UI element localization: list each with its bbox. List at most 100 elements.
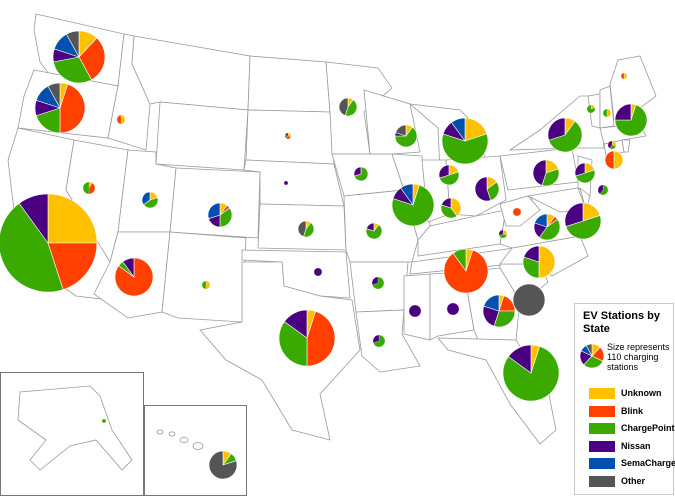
state-nm [161, 231, 247, 323]
pie-sc [512, 283, 546, 317]
pie-va [533, 213, 561, 241]
state-tx [199, 261, 361, 441]
pie-ar-chargepoint [372, 276, 385, 290]
pie-il-semacharge [400, 183, 414, 206]
pie-de-chargepoint [599, 184, 609, 196]
pie-ky-chargepoint [440, 204, 458, 219]
legend-title: EV Stations by State [583, 310, 661, 335]
pie-ak [101, 418, 107, 424]
pie-md-nissan [564, 202, 584, 227]
pie-ne [283, 180, 289, 186]
pie-mt-blink [116, 115, 122, 125]
legend-swatch [589, 458, 615, 469]
pie-ak-chargepoint [101, 418, 107, 424]
pie-ks-other [297, 220, 307, 237]
pie-hi-other [208, 450, 238, 480]
pie-oh-nissan [474, 176, 492, 202]
pie-md [564, 202, 602, 240]
pie-la-chargepoint [373, 334, 386, 348]
state-boundaries [7, 13, 657, 471]
hawaii-island-4 [192, 442, 204, 450]
pie-ky [440, 197, 462, 219]
pie-dc [498, 229, 508, 239]
pie-ca-chargepoint [0, 202, 64, 293]
pie-wv [512, 207, 522, 217]
pie-la-nissan [372, 334, 380, 343]
pie-ma-nissan [614, 103, 632, 121]
hawaii-island-2 [168, 431, 176, 437]
state-ri [621, 139, 631, 153]
pie-co [207, 202, 233, 228]
legend-label: Other [621, 475, 646, 486]
state-wy [155, 101, 249, 171]
legend-swatch [589, 423, 615, 434]
pie-az-nissan [122, 257, 135, 278]
state-mn [325, 61, 393, 155]
pie-mn [338, 97, 358, 117]
pie-tx-blink [306, 310, 336, 367]
pie-ia [353, 166, 369, 182]
pie-co-chargepoint [219, 207, 233, 228]
pie-or-blink [59, 83, 86, 134]
pie-az [114, 257, 154, 297]
pie-ok-nissan [313, 267, 323, 277]
pie-me [620, 72, 628, 80]
pie-nj-nissan [574, 162, 586, 177]
pie-ca-nissan [18, 193, 49, 244]
pie-nh-chargepoint [602, 108, 608, 118]
pie-ri-blink [604, 150, 615, 170]
pie-ny-nissan [547, 117, 566, 141]
state-ak [17, 385, 133, 471]
pie-ky-unknown [450, 197, 462, 217]
pie-wv-blink [512, 207, 522, 217]
pie-wa-other [66, 30, 80, 58]
pie-mn-other [338, 97, 349, 116]
pie-tn-chargepoint [452, 248, 467, 272]
pie-nv-chargepoint [82, 181, 90, 195]
pie-wa-chargepoint [53, 56, 92, 84]
pie-ct [607, 140, 617, 150]
pie-mi-semacharge [451, 117, 466, 142]
pie-al-nissan [446, 302, 460, 316]
pie-vt-chargepoint [586, 104, 596, 114]
pie-sd [284, 132, 292, 140]
pie-mi [441, 117, 489, 165]
pie-ct-nissan [607, 140, 613, 149]
pie-ia-nissan [353, 166, 362, 177]
pie-nh [602, 108, 612, 118]
pie-va-semacharge [534, 213, 548, 228]
pie-wi-other [395, 124, 407, 137]
pie-wi-chargepoint [394, 126, 418, 148]
pie-de [597, 184, 609, 196]
pie-me-blink [620, 72, 625, 80]
pie-la [372, 334, 386, 348]
state-me [609, 55, 657, 121]
pie-mo-chargepoint [365, 224, 383, 240]
pie-ga [482, 294, 516, 328]
state-mt [131, 35, 251, 111]
pie-wi [394, 124, 418, 148]
pie-mt [116, 115, 126, 125]
pie-nc-nissan [523, 245, 540, 263]
pie-nm [201, 280, 211, 290]
pie-ut-semacharge [141, 191, 151, 206]
pie-ar-nissan [371, 276, 379, 285]
pie-sd-nissan [285, 132, 289, 137]
pie-dc-nissan [498, 229, 504, 236]
hawaii-island-3 [179, 436, 189, 444]
pie-mn-chargepoint [344, 99, 358, 117]
pie-sc-other [512, 283, 546, 317]
pie-fl-chargepoint [502, 345, 560, 402]
pie-tx-nissan [283, 309, 308, 339]
pie-or [34, 82, 86, 134]
state-nh [599, 85, 615, 129]
state-nd [247, 55, 331, 113]
legend-label: Blink [621, 405, 644, 416]
pie-va-chargepoint [538, 218, 561, 241]
pie-ks [297, 220, 315, 238]
pie-nc-unknown [538, 245, 556, 279]
pie-co-semacharge [207, 202, 221, 220]
pie-ca [0, 193, 98, 293]
legend-swatch [589, 388, 615, 399]
